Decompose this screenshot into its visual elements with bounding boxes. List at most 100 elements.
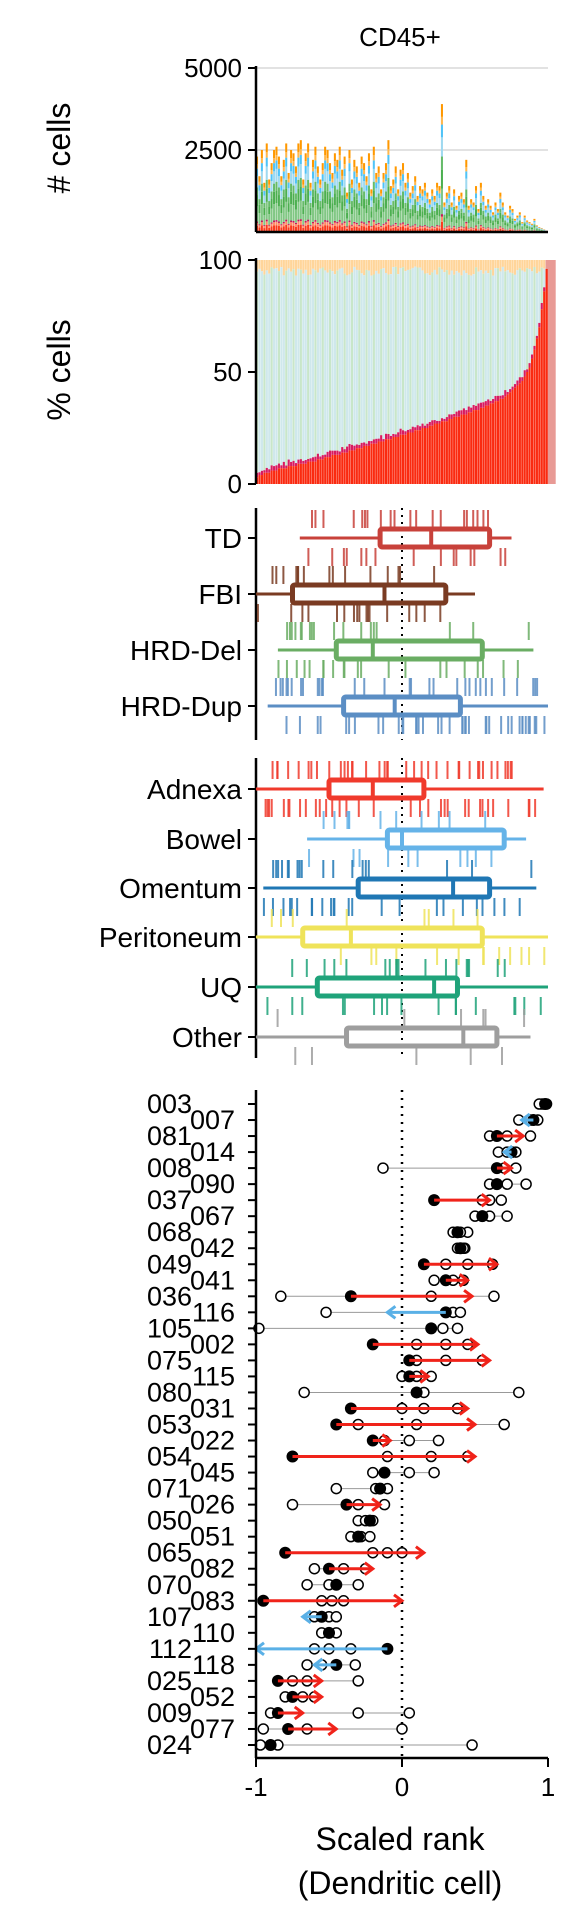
sample-dot: [403, 1434, 416, 1447]
stack-segment: [290, 191, 293, 205]
stack-segment: [482, 226, 485, 228]
stack-segment: [297, 143, 300, 153]
percent-bar-peach: [365, 260, 368, 270]
sample-dot: [320, 1306, 332, 1319]
stack-segment: [496, 212, 499, 216]
stack-segment: [513, 220, 516, 221]
stack-segment: [338, 190, 341, 204]
stack-segment: [268, 201, 271, 207]
stack-segment: [307, 166, 310, 180]
percent-bar-peach: [370, 260, 373, 276]
stack-segment: [443, 210, 446, 215]
percent-bar-red: [438, 423, 441, 484]
stack-segment: [455, 219, 458, 224]
percent-bar-red: [402, 434, 405, 484]
stack-segment: [414, 176, 417, 182]
stack-segment: [265, 157, 268, 167]
box: [344, 1025, 500, 1049]
stack-segment: [484, 208, 487, 210]
stack-segment: [263, 215, 266, 226]
stack-segment: [384, 222, 387, 224]
percent-bar-other: [501, 266, 504, 396]
stack-segment: [263, 187, 266, 191]
percent-bar-red: [406, 432, 409, 484]
stack-segment: [428, 212, 431, 216]
category-label: Omentum: [119, 873, 242, 904]
stack-segment: [406, 224, 409, 228]
stack-segment: [504, 212, 507, 215]
stack-segment: [292, 225, 295, 232]
stack-segment: [380, 206, 383, 212]
percent-bar-red: [346, 452, 349, 484]
stack-segment: [479, 202, 482, 208]
stack-segment: [394, 176, 397, 184]
stack-segment: [475, 190, 478, 194]
stack-segment: [382, 223, 385, 225]
percent-bar-other: [494, 268, 497, 396]
stack-segment: [423, 190, 426, 196]
percent-bar-magenta: [421, 423, 424, 428]
percent-bar-magenta: [346, 446, 349, 453]
stack-segment: [467, 223, 470, 229]
stack-segment: [265, 152, 268, 158]
stack-segment: [350, 206, 353, 215]
percent-bar-other: [453, 274, 456, 415]
sample-dot: [454, 1306, 467, 1319]
stack-segment: [258, 224, 261, 226]
stack-segment: [297, 219, 300, 222]
percent-bar-peach: [309, 260, 312, 275]
stack-segment: [399, 223, 402, 225]
stack-segment: [462, 227, 465, 229]
stack-segment: [467, 219, 470, 224]
percent-bar-peach: [326, 260, 329, 273]
stack-segment: [355, 226, 358, 232]
percent-bar-other: [530, 271, 534, 355]
percent-bar-red: [355, 448, 358, 484]
percent-bar-other: [282, 275, 285, 462]
percent-bar-red: [375, 443, 378, 484]
stack-segment: [535, 227, 538, 229]
percent-bar-red: [467, 412, 470, 484]
stack-segment: [501, 207, 504, 211]
percent-bar-red: [348, 450, 351, 484]
stack-segment: [319, 227, 322, 232]
stack-segment: [360, 225, 363, 232]
stack-segment: [457, 229, 460, 232]
start-dot: [352, 1530, 365, 1543]
stack-segment: [409, 228, 412, 232]
percent-bar-peach: [348, 260, 351, 275]
stack-segment: [428, 202, 431, 205]
stack-segment: [367, 153, 370, 162]
sample-dot: [352, 1707, 364, 1719]
stack-segment: [475, 225, 478, 227]
percent-bar-red: [516, 385, 519, 484]
percent-bar-magenta: [472, 404, 475, 411]
stack-segment: [377, 183, 380, 194]
stack-segment: [353, 221, 356, 224]
stack-segment: [346, 227, 349, 229]
percent-bar-magenta: [477, 403, 480, 411]
stack-segment: [333, 173, 336, 186]
percent-bar-other: [533, 266, 536, 346]
stack-segment: [273, 163, 276, 172]
stack-segment: [535, 228, 538, 229]
stack-segment: [521, 224, 524, 227]
stack-segment: [302, 214, 305, 225]
category-label: UQ: [200, 972, 242, 1003]
stack-segment: [299, 164, 302, 178]
stack-segment: [270, 191, 273, 199]
stack-segment: [431, 206, 434, 212]
stack-segment: [513, 227, 516, 231]
stack-segment: [268, 179, 271, 185]
stack-segment: [394, 199, 397, 210]
stack-segment: [426, 228, 429, 232]
sample-dot: [432, 1434, 445, 1447]
stack-segment: [370, 211, 373, 218]
stack-segment: [353, 196, 356, 208]
percent-bar-magenta: [319, 456, 322, 460]
percent-bar-magenta: [501, 395, 504, 399]
stack-segment: [482, 229, 485, 232]
stack-segment: [292, 153, 295, 162]
stack-segment: [496, 209, 499, 212]
